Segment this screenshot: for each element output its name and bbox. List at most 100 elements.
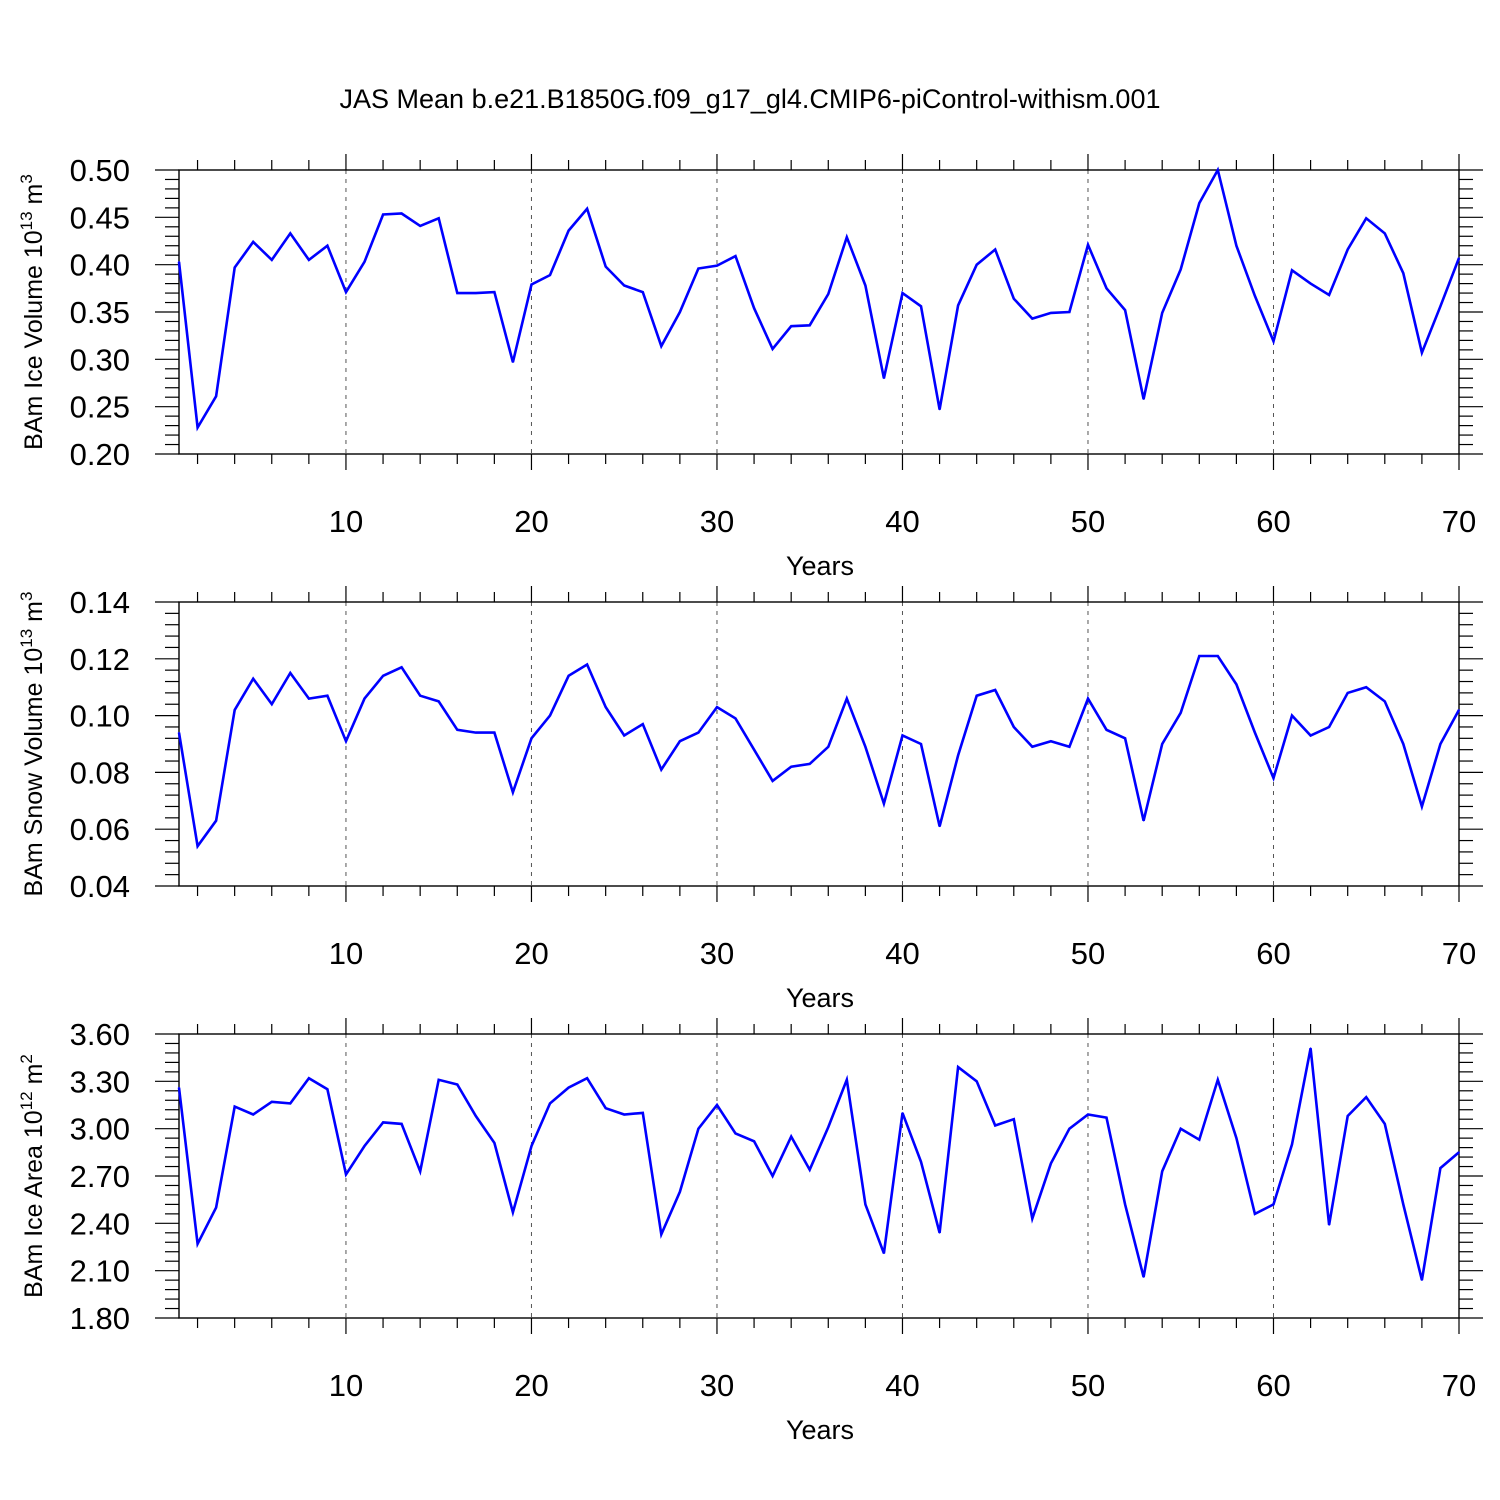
y-axis-title-part: m [20, 601, 48, 629]
y-axis-title-part: m [20, 1064, 48, 1092]
data-point [1291, 269, 1293, 272]
data-point [252, 241, 255, 243]
data-point [808, 324, 811, 327]
data-point [604, 265, 607, 268]
data-point [1124, 309, 1126, 311]
data-point [1328, 1224, 1330, 1226]
x-tick-label: 10 [329, 936, 363, 971]
y-tick-label: 2.10 [70, 1254, 130, 1289]
data-point [270, 703, 273, 706]
data-point [1068, 1127, 1071, 1130]
data-point [270, 1101, 273, 1103]
data-point [994, 689, 997, 691]
y-tick-label: 0.14 [70, 585, 130, 620]
y-axis-title-exponent: 13 [17, 211, 36, 230]
data-point [196, 845, 199, 848]
data-point [623, 1113, 626, 1116]
y-tick-label: 0.50 [70, 153, 130, 188]
data-point [512, 791, 514, 794]
data-point [641, 1112, 644, 1114]
y-tick-label: 0.06 [70, 812, 130, 847]
data-point [196, 426, 199, 429]
x-tick-label: 60 [1256, 504, 1290, 539]
y-tick-label: 0.20 [70, 437, 130, 472]
data-point [975, 694, 978, 697]
data-point [1087, 243, 1089, 246]
data-point [567, 1086, 570, 1089]
data-point [437, 217, 440, 220]
data-point [252, 677, 255, 680]
data-point [846, 236, 848, 239]
y-axis-title-part: m [20, 184, 48, 212]
data-point [475, 1115, 477, 1117]
data-point [790, 325, 792, 328]
data-point [178, 731, 180, 734]
x-tick-label: 40 [885, 504, 919, 539]
x-tick-label: 20 [514, 504, 548, 539]
data-point [808, 1168, 811, 1171]
y-axis-title-exponent: 3 [17, 174, 36, 183]
data-point [1031, 317, 1034, 320]
x-axis-title: Years [786, 551, 854, 581]
y-tick-label: 3.00 [70, 1112, 130, 1147]
data-point [1402, 272, 1405, 274]
data-point [233, 1105, 236, 1108]
x-tick-label: 10 [329, 1368, 363, 1403]
data-point [679, 311, 681, 313]
data-point [233, 266, 236, 269]
data-point [178, 261, 180, 263]
data-point [1272, 1203, 1275, 1206]
data-point [1050, 740, 1052, 742]
data-point [1124, 1203, 1126, 1206]
data-point [326, 1088, 329, 1091]
data-point [1179, 268, 1182, 271]
data-point [363, 261, 366, 263]
data-point [1383, 1123, 1386, 1125]
y-axis-title: BAm Snow Volume 1013 m3 [17, 592, 48, 897]
x-tick-label: 70 [1442, 504, 1476, 539]
x-tick-label: 60 [1256, 936, 1290, 971]
data-point [1161, 1170, 1163, 1173]
data-point [1031, 1217, 1034, 1220]
data-point [920, 305, 922, 308]
x-tick-label: 70 [1442, 1368, 1476, 1403]
data-point [771, 348, 774, 350]
data-point [994, 248, 997, 251]
data-point [938, 408, 941, 411]
y-axis-title-exponent: 12 [17, 1091, 36, 1110]
data-point [660, 768, 663, 771]
x-tick-label: 30 [700, 936, 734, 971]
data-point [382, 675, 384, 677]
data-point [289, 232, 292, 235]
data-point [419, 1170, 421, 1173]
data-point [456, 292, 459, 294]
data-point [753, 748, 755, 751]
series-line [177, 166, 1461, 432]
y-tick-label: 0.25 [70, 390, 130, 425]
data-point [475, 292, 477, 294]
data-point [549, 1102, 551, 1105]
data-point [215, 819, 217, 822]
data-point [363, 697, 366, 700]
y-tick-label: 0.40 [70, 248, 130, 283]
data-point [308, 697, 310, 700]
data-point [1105, 1116, 1108, 1119]
data-point [1254, 1213, 1256, 1215]
data-point [493, 1142, 496, 1144]
data-point [660, 345, 663, 347]
data-point [1012, 297, 1015, 300]
data-point [1383, 232, 1386, 235]
data-point [864, 746, 867, 748]
chart-title: JAS Mean b.e21.B1850G.f09_g17_gl4.CMIP6-… [340, 84, 1161, 114]
data-point [1365, 1096, 1368, 1098]
data-point [1328, 726, 1330, 728]
data-point [1235, 683, 1238, 686]
data-point [1309, 734, 1312, 737]
x-tick-label: 70 [1442, 936, 1476, 971]
data-point [827, 746, 830, 748]
data-point [586, 208, 588, 210]
x-tick-label: 30 [700, 504, 734, 539]
data-point [1458, 257, 1460, 259]
data-point [586, 663, 588, 666]
data-point [1161, 743, 1163, 745]
